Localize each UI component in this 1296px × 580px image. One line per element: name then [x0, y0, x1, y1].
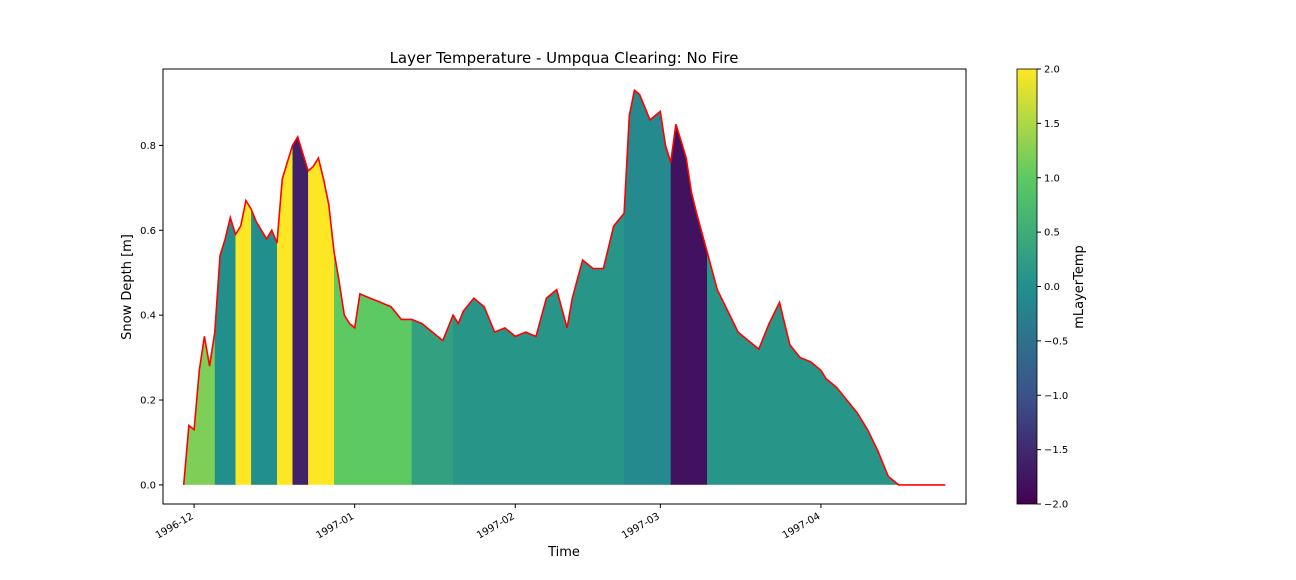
temperature-heatmap [183, 90, 920, 485]
temperature-cell [411, 90, 454, 485]
temperature-cell [624, 90, 672, 485]
colorbar-tick-label: −2.0 [1044, 500, 1068, 511]
colorbar-tick-label: −0.5 [1044, 336, 1068, 347]
y-tick-label: 0.4 [140, 311, 156, 322]
chart-title: Layer Temperature - Umpqua Clearing: No … [390, 49, 739, 67]
temperature-cell [670, 90, 708, 485]
x-axis: 1996-12 1997-01 1997-02 1997-03 1997-04 [154, 504, 823, 541]
x-tick-label: 1997-03 [620, 511, 662, 541]
colorbar-tick-label: 2.0 [1044, 65, 1060, 76]
y-tick-label: 0.0 [140, 480, 156, 491]
temperature-cell [235, 90, 252, 485]
plot-area [182, 88, 946, 486]
colorbar [1016, 68, 1038, 505]
temperature-cell [308, 90, 335, 485]
temperature-cell [183, 90, 216, 485]
x-tick-label: 1997-04 [781, 511, 823, 541]
colorbar-tick-label: −1.5 [1044, 445, 1068, 456]
x-tick-label: 1997-02 [475, 511, 517, 541]
colorbar-tick-label: 0.0 [1044, 282, 1060, 293]
temperature-cell [292, 90, 309, 485]
x-tick-label: 1996-12 [154, 511, 196, 541]
temperature-cell [277, 90, 294, 485]
temperature-cell [251, 90, 278, 485]
colorbar-tick-label: 1.5 [1044, 119, 1060, 130]
temperature-cell [334, 90, 413, 485]
snow-depth-line [182, 88, 946, 486]
y-tick-label: 0.6 [140, 226, 156, 237]
x-axis-label: Time [547, 545, 580, 560]
temperature-cell [453, 90, 625, 485]
temperature-cell [707, 90, 920, 485]
colorbar-tick-label: −1.0 [1044, 391, 1068, 402]
y-axis-label: Snow Depth [m] [120, 234, 135, 340]
y-axis: 0.0 0.2 0.4 0.6 0.8 [140, 141, 163, 491]
y-tick-label: 0.8 [140, 141, 156, 152]
colorbar-tick-label: 1.0 [1044, 173, 1060, 184]
plot-frame [162, 68, 967, 505]
colorbar-tick-label: 0.5 [1044, 228, 1060, 239]
x-tick-label: 1997-01 [314, 511, 356, 541]
colorbar-ticks: 2.0 1.5 1.0 0.5 0.0 −0.5 −1.0 −1.5 −2.0 [1037, 65, 1068, 511]
y-tick-label: 0.2 [140, 396, 156, 407]
colorbar-label: mLayerTemp [1072, 245, 1087, 329]
